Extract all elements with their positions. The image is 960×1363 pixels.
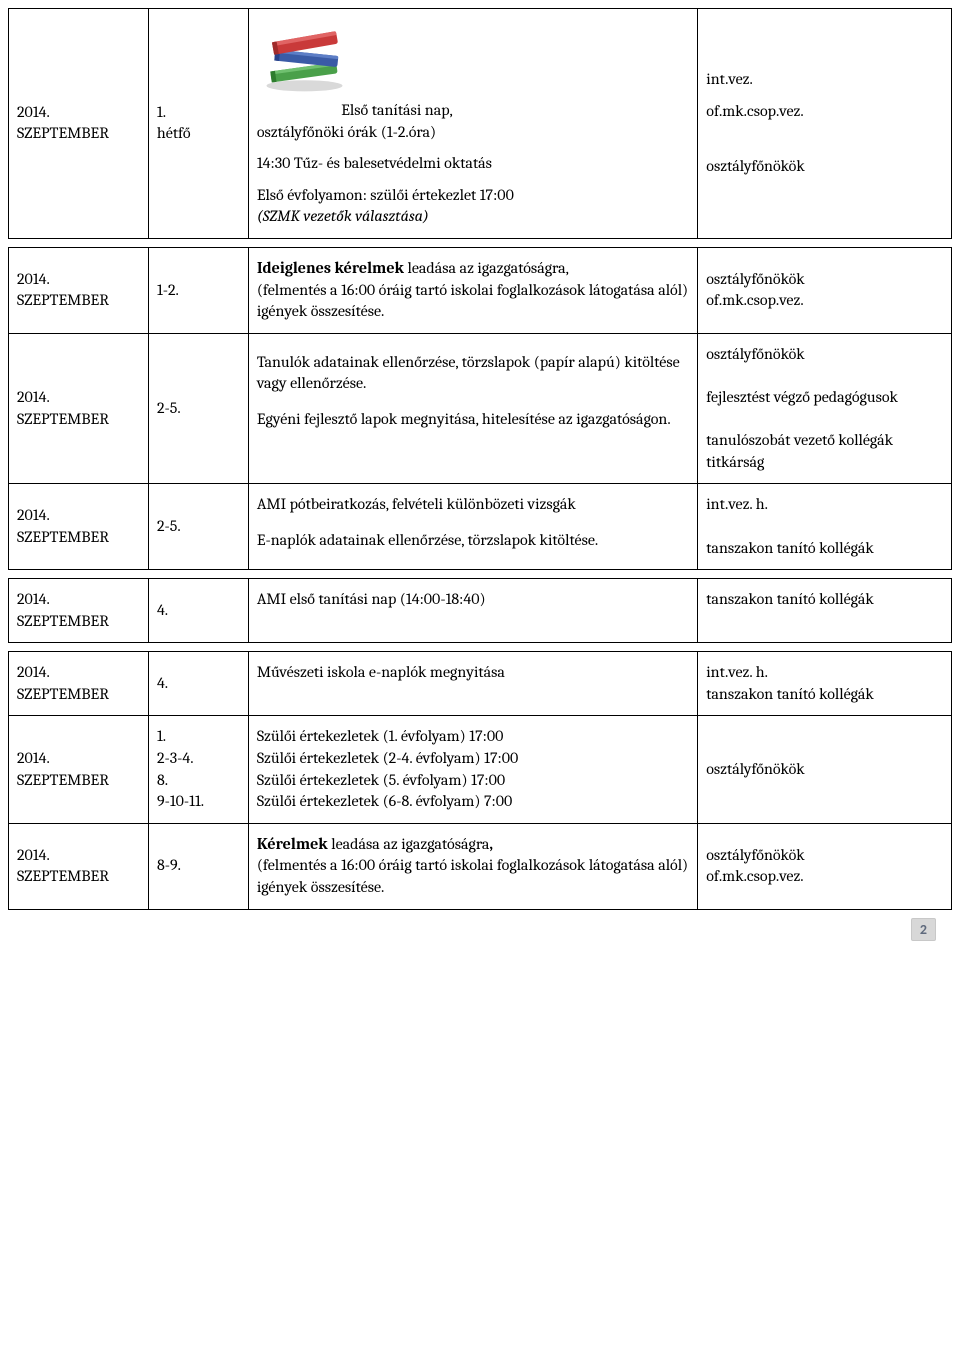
date-cell: 2014. SZEPTEMBER <box>9 652 149 716</box>
resp-line: osztályfőnökök <box>706 156 943 178</box>
table-row: 2014. SZEPTEMBER 2-5. Tanulók adatainak … <box>9 333 952 484</box>
body-line: Tanulók adatainak ellenőrzése, törzslapo… <box>257 352 689 395</box>
table-row: 2014. SZEPTEMBER 1. hétfő <box>9 9 952 239</box>
date-cell: 2014. SZEPTEMBER <box>9 716 149 823</box>
date-cell: 2014. SZEPTEMBER <box>9 333 149 484</box>
body-line: osztályfőnöki órák (1-2.óra) <box>257 122 689 144</box>
date-cell: 2014. SZEPTEMBER <box>9 484 149 570</box>
body-title: Első tanítási nap, <box>257 100 689 122</box>
body-line: Első évfolyamon: szülői értekezlet 17:00 <box>257 185 689 207</box>
table-row: 2014. SZEPTEMBER 1-2. Ideiglenes kérelme… <box>9 247 952 333</box>
day-cell: 2-5. <box>148 484 248 570</box>
resp-cell: osztályfőnökök fejlesztést végző pedagóg… <box>698 333 952 484</box>
body-cell: Kérelmek leadása az igazgatóságra, (felm… <box>248 823 697 909</box>
body-line: 14:30 Tűz- és balesetvédelmi oktatás <box>257 153 689 175</box>
table-row: 2014. SZEPTEMBER 2-5. AMI pótbeiratkozás… <box>9 484 952 570</box>
day-cell: 2-5. <box>148 333 248 484</box>
body-line: E-naplók adatainak ellenőrzése, törzslap… <box>257 530 689 552</box>
resp-cell: osztályfőnökök of.mk.csop.vez. <box>698 823 952 909</box>
date-cell: 2014. SZEPTEMBER <box>9 9 149 239</box>
date-cell: 2014. SZEPTEMBER <box>9 579 149 643</box>
resp-line: of.mk.csop.vez. <box>706 101 943 123</box>
body-line: Egyéni fejlesztő lapok megnyitása, hitel… <box>257 409 689 431</box>
resp-cell: int.vez. h. tanszakon tanító kollégák <box>698 652 952 716</box>
day-cell: 1-2. <box>148 247 248 333</box>
date-cell: 2014. SZEPTEMBER <box>9 247 149 333</box>
body-cell: Első tanítási nap, osztályfőnöki órák (1… <box>248 9 697 239</box>
body-line: Szülői értekezletek (2-4. évfolyam) 17:0… <box>257 748 689 770</box>
body-line: (SZMK vezetők választása) <box>257 206 689 228</box>
table-row: 2014. SZEPTEMBER 8-9. Kérelmek leadása a… <box>9 823 952 909</box>
body-cell: AMI első tanítási nap (14:00-18:40) <box>248 579 697 643</box>
schedule-block-4: 2014. SZEPTEMBER 4. Művészeti iskola e-n… <box>8 651 952 909</box>
schedule-block-3: 2014. SZEPTEMBER 4. AMI első tanítási na… <box>8 578 952 643</box>
body-line: Szülői értekezletek (1. évfolyam) 17:00 <box>257 726 689 748</box>
table-row: 2014. SZEPTEMBER 4. AMI első tanítási na… <box>9 579 952 643</box>
schedule-block-2: 2014. SZEPTEMBER 1-2. Ideiglenes kérelme… <box>8 247 952 570</box>
body-cell: AMI pótbeiratkozás, felvételi különbözet… <box>248 484 697 570</box>
resp-cell: int.vez. h. tanszakon tanító kollégák <box>698 484 952 570</box>
schedule-block-1: 2014. SZEPTEMBER 1. hétfő <box>8 8 952 239</box>
body-line: Szülői értekezletek (5. évfolyam) 17:00 <box>257 770 689 792</box>
date-cell: 2014. SZEPTEMBER <box>9 823 149 909</box>
page-number: 2 <box>8 918 952 941</box>
day-cell: 4. <box>148 652 248 716</box>
table-row: 2014. SZEPTEMBER 4. Művészeti iskola e-n… <box>9 652 952 716</box>
body-cell: Szülői értekezletek (1. évfolyam) 17:00 … <box>248 716 697 823</box>
day-cell: 1. hétfő <box>148 9 248 239</box>
body-line: AMI pótbeiratkozás, felvételi különbözet… <box>257 494 689 516</box>
day-cell: 4. <box>148 579 248 643</box>
books-icon <box>257 19 689 94</box>
body-line: Szülői értekezletek (6-8. évfolyam) 7:00 <box>257 791 689 813</box>
resp-cell: osztályfőnökök <box>698 716 952 823</box>
resp-cell: int.vez. of.mk.csop.vez. osztályfőnökök <box>698 9 952 239</box>
day-cell: 8-9. <box>148 823 248 909</box>
table-row: 2014. SZEPTEMBER 1. 2-3-4. 8. 9-10-11. S… <box>9 716 952 823</box>
resp-line: int.vez. <box>706 69 943 91</box>
resp-cell: osztályfőnökök of.mk.csop.vez. <box>698 247 952 333</box>
body-cell: Tanulók adatainak ellenőrzése, törzslapo… <box>248 333 697 484</box>
day-cell: 1. 2-3-4. 8. 9-10-11. <box>148 716 248 823</box>
body-cell: Művészeti iskola e-naplók megnyitása <box>248 652 697 716</box>
body-cell: Ideiglenes kérelmek leadása az igazgatós… <box>248 247 697 333</box>
resp-cell: tanszakon tanító kollégák <box>698 579 952 643</box>
